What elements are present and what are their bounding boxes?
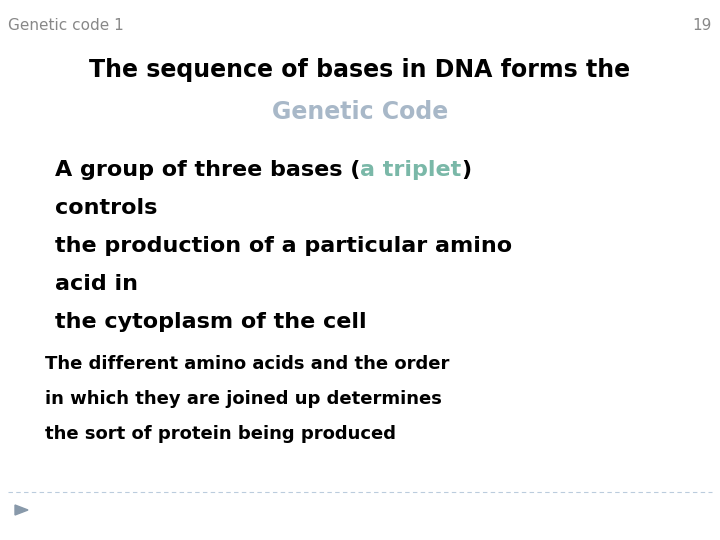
Text: Genetic code 1: Genetic code 1: [8, 18, 124, 33]
Text: ): ): [462, 160, 472, 180]
Text: the production of a particular amino: the production of a particular amino: [55, 236, 512, 256]
Text: the cytoplasm of the cell: the cytoplasm of the cell: [55, 312, 366, 332]
Polygon shape: [15, 505, 28, 515]
Text: Genetic Code: Genetic Code: [272, 100, 448, 124]
Text: The different amino acids and the order: The different amino acids and the order: [45, 355, 449, 373]
Text: 19: 19: [693, 18, 712, 33]
Text: controls: controls: [55, 198, 158, 218]
Text: in which they are joined up determines: in which they are joined up determines: [45, 390, 442, 408]
Text: the sort of protein being produced: the sort of protein being produced: [45, 425, 396, 443]
Text: acid in: acid in: [55, 274, 138, 294]
Text: A group of three bases (: A group of three bases (: [55, 160, 361, 180]
Text: a triplet: a triplet: [361, 160, 462, 180]
Text: The sequence of bases in DNA forms the: The sequence of bases in DNA forms the: [89, 58, 631, 82]
